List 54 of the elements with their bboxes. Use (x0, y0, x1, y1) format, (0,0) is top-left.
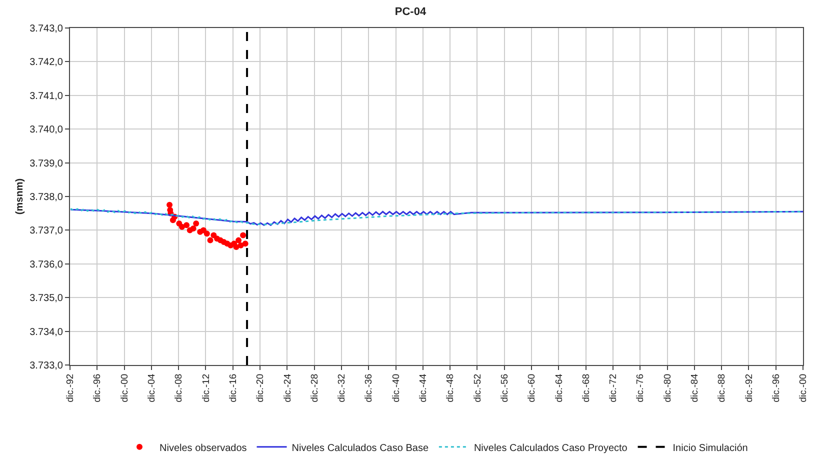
point (166, 202, 173, 208)
point (242, 240, 248, 247)
y-tick-label: 3.743,0 (30, 24, 64, 34)
x-tick-label: dic.-12 (200, 374, 212, 402)
x-tick-label: dic.-40 (390, 374, 402, 402)
x-tick-label: dic.-16 (228, 374, 239, 402)
x-tick-label: dic.-24 (282, 374, 294, 402)
point (236, 237, 242, 244)
y-tick-label: 3.740,0 (30, 124, 64, 136)
y-tick-label: 3.742,0 (30, 57, 64, 68)
x-tick-label: dic.-56 (499, 374, 510, 402)
x-tick-label: dic.-72 (608, 374, 620, 402)
x-tick-label: dic.-76 (635, 374, 646, 402)
legend-label: Inicio Simulación (672, 442, 748, 454)
y-tick-label: 3.734,0 (30, 326, 64, 338)
x-tick-label: dic.-88 (716, 374, 728, 402)
legend-label: Niveles observados (160, 442, 247, 454)
x-tick-label: dic.-00 (798, 374, 810, 402)
x-tick-label: dic.-52 (472, 374, 484, 402)
x-tick-label: dic.-08 (174, 374, 185, 402)
x-tick-label: dic.-04 (146, 374, 158, 402)
x-tick-label: dic.-80 (662, 374, 674, 402)
x-tick-label: dic.-48 (445, 374, 456, 402)
x-tick-label: dic.-96 (92, 374, 104, 402)
x-tick-label: dic.-92 (744, 374, 755, 402)
y-tick-label: 3.736,0 (30, 259, 64, 270)
x-tick-label: dic.-00 (119, 374, 130, 402)
y-axis-title: (msnm) (14, 178, 26, 215)
legend-label: Niveles Calculados Caso Base (292, 442, 429, 454)
point (204, 230, 210, 237)
y-tick-label: 3.737,0 (30, 226, 64, 237)
x-tick-label: dic.-84 (690, 374, 701, 402)
x-tick-label: dic.-64 (554, 374, 565, 402)
point (184, 222, 190, 228)
x-tick-label: dic.-28 (309, 374, 320, 402)
chart-title: PC-04 (394, 6, 427, 18)
x-tick-label: dic.-20 (255, 374, 266, 402)
point (190, 226, 196, 232)
y-tick-label: 3.735,0 (30, 293, 64, 304)
x-tick-label: dic.-44 (418, 374, 430, 402)
x-tick-label: dic.-36 (364, 374, 375, 402)
x-tick-label: dic.-68 (580, 374, 592, 402)
point (193, 220, 200, 226)
x-tick-label: dic.-92 (65, 374, 76, 402)
y-tick-label: 3.739,0 (30, 158, 64, 170)
y-tick-label: 3.733,0 (30, 360, 64, 372)
legend-label: Niveles Calculados Caso Proyecto (474, 442, 628, 454)
y-tick-label: 3.738,0 (30, 192, 64, 203)
y-tick-label: 3.741,0 (30, 90, 64, 102)
x-tick-label: dic.-60 (526, 374, 538, 402)
point (240, 232, 246, 238)
x-tick-label: dic.-32 (336, 374, 348, 402)
point (207, 237, 214, 244)
x-tick-label: dic.-96 (770, 374, 782, 402)
